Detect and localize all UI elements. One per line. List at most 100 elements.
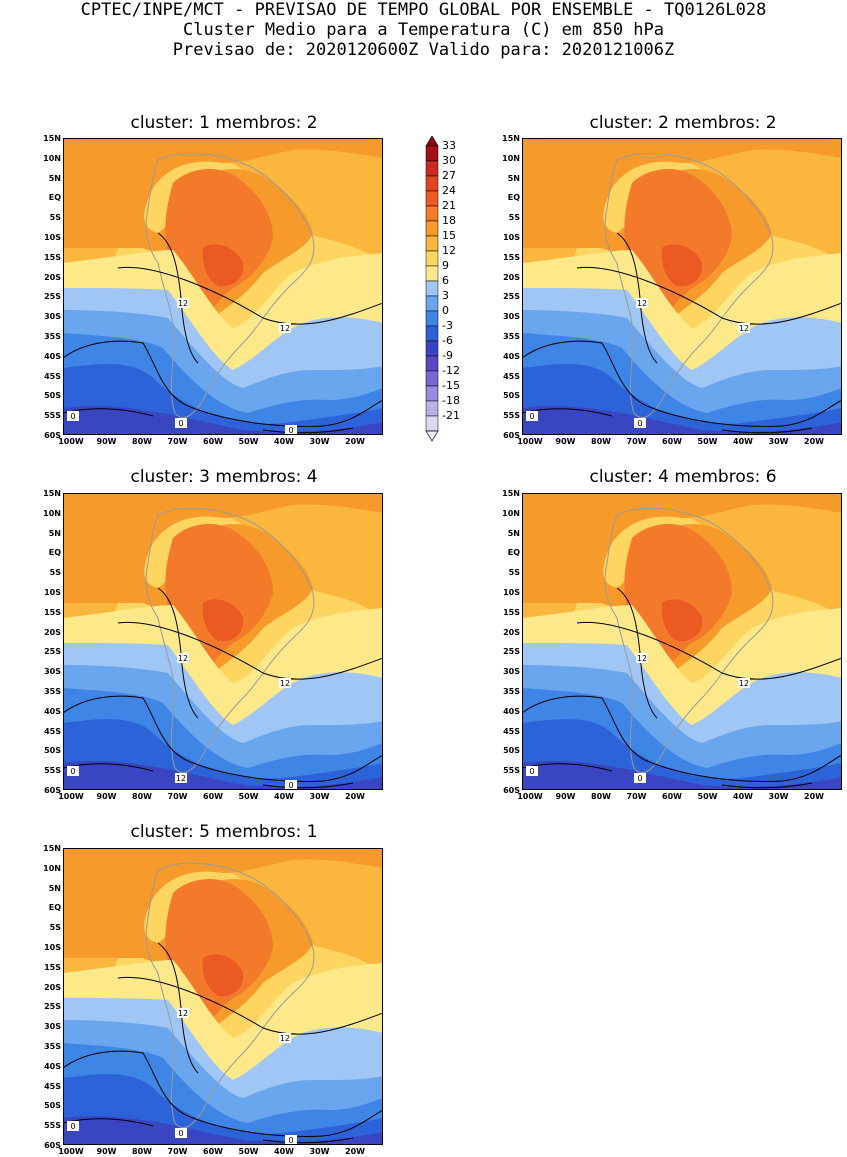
latitude-label: 20S <box>44 627 61 637</box>
latitude-label: 10N <box>502 508 520 518</box>
latitude-label: 40S <box>44 1061 61 1071</box>
contour-label-bg <box>67 766 79 776</box>
isotherm-contour <box>522 340 842 427</box>
contour-label: 0 <box>288 426 293 435</box>
latitude-label: 45S <box>503 371 520 381</box>
contour-label: 0 <box>637 419 642 428</box>
colorbar-label: 21 <box>442 198 456 212</box>
colorbar-swatch <box>425 235 439 252</box>
latitude-label: 10N <box>502 153 520 163</box>
longitude-label: 30W <box>768 437 789 446</box>
latitude-label: 40S <box>503 351 520 361</box>
latitude-label: 25S <box>44 647 61 657</box>
colorbar-swatch <box>425 205 439 222</box>
longitude-label: 50W <box>697 437 718 446</box>
isotherm-contour <box>721 427 813 434</box>
latitude-label: 40S <box>503 706 520 716</box>
latitude-label: 5N <box>507 528 520 538</box>
latitude-label: 15S <box>44 607 61 617</box>
colorbar-label: 12 <box>442 243 456 257</box>
temperature-map-1: 12 12 0 0 0 <box>63 138 383 435</box>
map-frame <box>63 848 383 1145</box>
colorbar-label: -6 <box>442 333 453 347</box>
coastline <box>604 507 774 773</box>
panel-title: cluster: 1 membros: 2 <box>130 113 318 133</box>
colorbar-label: -15 <box>442 378 460 392</box>
latitude-label: 15N <box>43 844 61 853</box>
latitude-label: 25S <box>44 1002 61 1012</box>
contour-label: 0 <box>529 767 534 776</box>
colorbar-label: 6 <box>442 273 449 287</box>
longitude-label: 40W <box>733 792 753 801</box>
isotherm-contour <box>117 976 383 1035</box>
isotherm-contour <box>117 621 383 680</box>
contour-label-bg <box>279 323 291 333</box>
latitude-label: 15N <box>43 134 61 143</box>
latitude-label: 5N <box>48 173 61 183</box>
colorbar-swatch <box>425 190 439 207</box>
contour-label-bg <box>175 418 187 428</box>
colorbar-label: -21 <box>442 408 460 422</box>
warm-temperature-band <box>202 954 244 997</box>
contour-label: 12 <box>280 1034 290 1043</box>
longitude-label: 80W <box>132 792 152 801</box>
latitude-label: 10S <box>44 943 61 952</box>
latitude-label: 15S <box>44 962 61 972</box>
contour-label-bg <box>177 298 189 308</box>
colorbar-bottom-arrow <box>425 430 439 442</box>
latitude-label: 50S <box>503 746 520 756</box>
colorbar-label: -12 <box>442 363 460 377</box>
colorbar-label: -3 <box>442 318 453 332</box>
isotherm-contour <box>576 266 842 325</box>
colorbar-swatch <box>425 160 439 177</box>
coastline <box>145 152 315 418</box>
longitude-label: 40W <box>274 437 294 446</box>
panel-title: cluster: 4 membros: 6 <box>589 467 777 487</box>
latitude-label: 50S <box>44 391 61 401</box>
latitude-label: 55S <box>44 766 61 776</box>
longitude-label: 60W <box>203 1147 223 1156</box>
latitude-label: 45S <box>503 726 520 736</box>
colorbar-swatch <box>425 265 439 282</box>
colorbar-label: 27 <box>442 168 456 182</box>
latitude-label: 30S <box>503 667 520 677</box>
latitude-label: 50S <box>503 391 520 401</box>
longitude-label: 90W <box>96 1147 117 1156</box>
colorbar-label: 9 <box>442 258 449 272</box>
isotherm-contour <box>63 340 383 427</box>
latitude-label: 50S <box>44 1101 61 1111</box>
latitude-label: EQ <box>507 193 520 203</box>
contour-label-bg <box>67 411 79 421</box>
contour-label-bg <box>526 766 538 776</box>
isotherm-contour <box>522 695 842 782</box>
longitude-label: 50W <box>238 1147 259 1156</box>
latitude-label: 60S <box>44 431 61 440</box>
contour-label-bg <box>177 653 189 663</box>
panel-title: cluster: 5 membros: 1 <box>130 822 318 842</box>
contour-label: 0 <box>178 1129 183 1138</box>
colorbar-swatch <box>425 280 439 297</box>
contour-label-bg <box>738 323 750 333</box>
latitude-label: 5N <box>507 173 520 183</box>
longitude-label: 60W <box>203 437 223 446</box>
warm-temperature-band <box>202 244 244 287</box>
longitude-label: 30W <box>309 1147 330 1156</box>
longitude-label: 100W <box>517 437 543 446</box>
latitude-label: 20S <box>503 627 520 637</box>
latitude-label: 20S <box>44 272 61 282</box>
latitude-label: EQ <box>48 548 61 558</box>
latitude-label: 25S <box>44 292 61 302</box>
latitude-label: 55S <box>503 766 520 776</box>
contour-label: 12 <box>178 654 188 663</box>
contour-label: 0 <box>70 412 75 421</box>
colorbar-label: 0 <box>442 303 449 317</box>
longitude-label: 70W <box>167 792 188 801</box>
longitude-label: 20W <box>345 1147 365 1156</box>
longitude-label: 40W <box>274 1147 294 1156</box>
temperature-map-4: 12 12 0 0 <box>522 493 842 790</box>
warm-temperature-band <box>661 599 703 642</box>
latitude-label: 5N <box>48 883 61 893</box>
contour-label: 12 <box>637 299 647 308</box>
latitude-label: 5S <box>49 213 61 223</box>
contour-label-bg <box>526 411 538 421</box>
